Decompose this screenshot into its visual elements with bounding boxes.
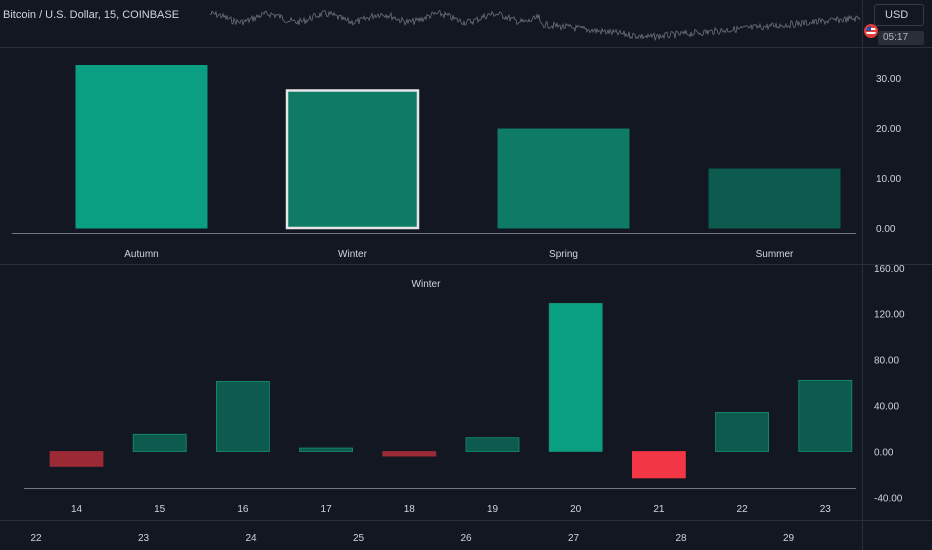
y-tick-top-2: 10.00 — [876, 174, 901, 185]
x-tick-day-21: 21 — [653, 504, 665, 515]
time-axis-label-28: 28 — [675, 533, 687, 544]
mini-price-line — [209, 10, 861, 42]
x-tick-day-16: 16 — [237, 504, 249, 515]
x-tick-day-23: 23 — [820, 504, 832, 515]
x-tick-day-17: 17 — [321, 504, 333, 515]
x-tick-day-18: 18 — [404, 504, 416, 515]
bar-season-summer — [708, 168, 841, 229]
bar-day-23 — [798, 379, 853, 452]
currency-selector[interactable]: USD — [874, 4, 924, 26]
y-tick-bottom-5: -40.00 — [874, 493, 903, 504]
time-axis-label-26: 26 — [460, 533, 472, 544]
y-tick-top-0: 30.00 — [876, 74, 901, 85]
bar-day-18 — [382, 451, 437, 457]
x-tick-day-19: 19 — [487, 504, 499, 515]
time-axis-label-29: 29 — [783, 533, 795, 544]
y-tick-bottom-0: 160.00 — [874, 264, 905, 275]
x-tick-season-winter: Winter — [338, 249, 368, 260]
time-axis-label-24: 24 — [245, 533, 257, 544]
bar-day-16 — [215, 381, 270, 452]
y-tick-top-1: 20.00 — [876, 124, 901, 135]
bar-day-15 — [132, 433, 187, 452]
y-tick-bottom-2: 80.00 — [874, 356, 899, 367]
y-tick-bottom-4: 0.00 — [874, 448, 894, 459]
bar-season-spring — [497, 128, 630, 229]
bar-season-autumn — [75, 65, 208, 229]
x-tick-day-14: 14 — [71, 504, 83, 515]
x-tick-season-spring: Spring — [549, 249, 578, 260]
x-tick-season-autumn: Autumn — [124, 249, 158, 260]
x-tick-season-summer: Summer — [756, 249, 794, 260]
x-tick-day-20: 20 — [570, 504, 582, 515]
bar-day-21 — [632, 451, 686, 479]
y-tick-bottom-3: 40.00 — [874, 402, 899, 413]
time-axis-label-23: 23 — [138, 533, 150, 544]
x-tick-day-15: 15 — [154, 504, 166, 515]
bar-season-winter — [285, 89, 420, 230]
symbol-title: Bitcoin / U.S. Dollar, 15, COINBASE — [3, 9, 180, 21]
y-tick-top-3: 0.00 — [876, 224, 896, 235]
time-axis-label-22: 22 — [30, 533, 42, 544]
bar-day-19 — [465, 437, 520, 452]
bar-countdown: 05:17 — [878, 31, 924, 45]
bar-day-22 — [715, 412, 769, 452]
time-axis-label-25: 25 — [353, 533, 365, 544]
y-tick-bottom-1: 120.00 — [874, 310, 905, 321]
bottom-chart-title: Winter — [412, 279, 442, 290]
bar-day-20 — [548, 303, 603, 452]
x-tick-day-22: 22 — [737, 504, 749, 515]
us-flag-icon — [864, 24, 878, 38]
time-axis-label-27: 27 — [568, 533, 580, 544]
bar-day-17 — [299, 447, 354, 452]
bar-day-14 — [49, 451, 104, 467]
